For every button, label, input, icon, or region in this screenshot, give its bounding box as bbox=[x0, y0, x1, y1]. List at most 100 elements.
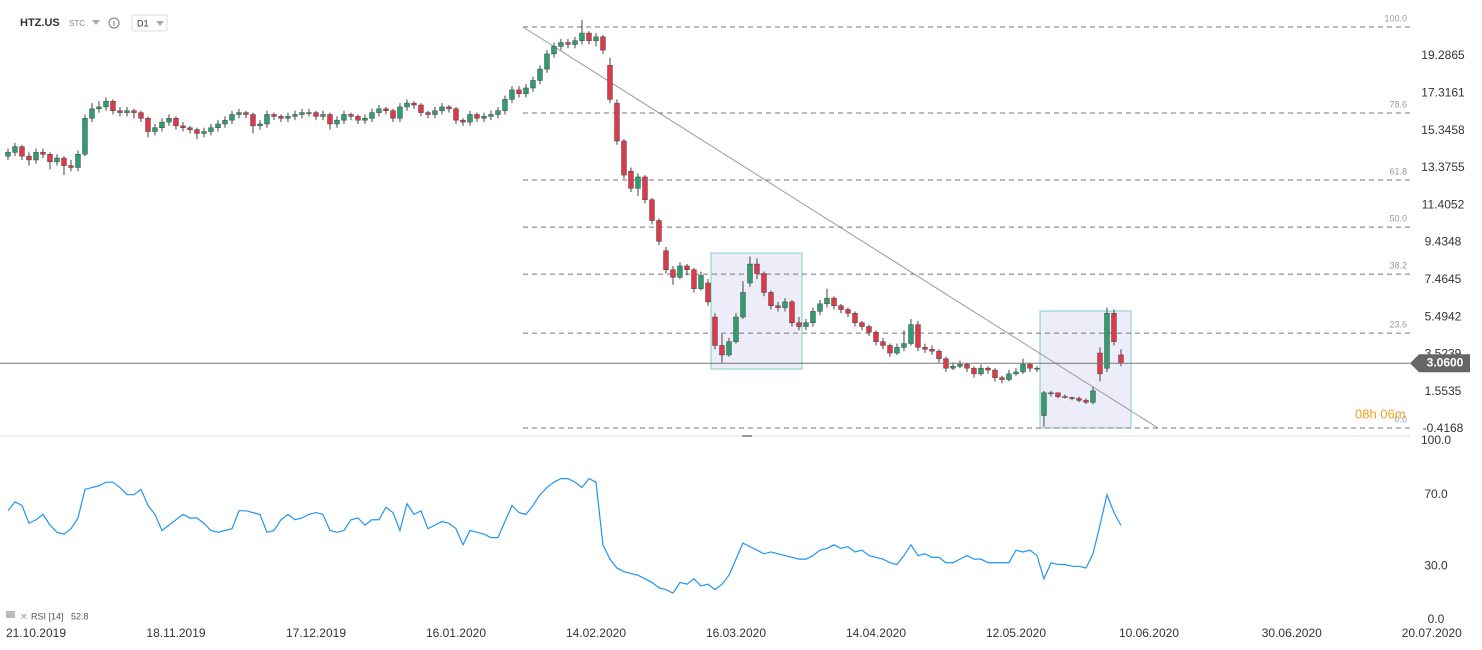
x-tick-label: 16.03.2020 bbox=[706, 626, 766, 640]
candle-body bbox=[502, 99, 508, 111]
candle-body bbox=[1069, 397, 1075, 399]
candle-body bbox=[1090, 390, 1096, 403]
candle-body bbox=[166, 118, 172, 123]
candle-body bbox=[243, 112, 249, 115]
candle-body bbox=[89, 108, 95, 119]
candle-body bbox=[446, 106, 452, 110]
interval-select[interactable] bbox=[131, 14, 168, 32]
candle-body bbox=[880, 341, 886, 346]
candle-body bbox=[964, 364, 970, 369]
candle-body bbox=[1055, 392, 1061, 397]
candle-body bbox=[873, 331, 879, 342]
candle-body bbox=[180, 125, 186, 129]
x-tick-label: 21.10.2019 bbox=[6, 626, 66, 640]
fib-label: 38.2 bbox=[1389, 260, 1407, 270]
candle-body bbox=[908, 324, 914, 344]
candle-body bbox=[1104, 313, 1110, 369]
y-tick-label: 9.4348 bbox=[1425, 235, 1462, 249]
candle-body bbox=[145, 118, 151, 132]
y-tick-label: 15.3458 bbox=[1421, 123, 1465, 137]
x-tick-label: 30.06.2020 bbox=[1262, 626, 1322, 640]
market[interactable]: STC bbox=[69, 19, 85, 28]
candle-body bbox=[404, 102, 410, 108]
candle-body bbox=[733, 316, 739, 342]
candle-body bbox=[1034, 367, 1040, 370]
candle-body bbox=[96, 106, 102, 110]
interval-dropdown[interactable] bbox=[156, 21, 164, 26]
candle-body bbox=[1006, 373, 1012, 380]
candle-body bbox=[740, 292, 746, 318]
candle-body bbox=[635, 176, 641, 189]
candle-body bbox=[1111, 313, 1117, 342]
countdown-timer: 08h 06m bbox=[1355, 406, 1406, 421]
candle-body bbox=[481, 116, 487, 119]
candle-body bbox=[278, 116, 284, 119]
candle-body bbox=[19, 146, 25, 157]
candle-body bbox=[530, 80, 536, 89]
candle-body bbox=[677, 265, 683, 278]
fib-label: 78.6 bbox=[1389, 99, 1407, 109]
rsi-line bbox=[7, 477, 1122, 594]
candle-body bbox=[684, 265, 690, 270]
candle-body bbox=[334, 119, 340, 125]
candle-body bbox=[460, 119, 466, 123]
candle-body bbox=[894, 347, 900, 354]
candle-body bbox=[327, 114, 333, 125]
market-dropdown[interactable] bbox=[92, 20, 100, 25]
candle-body bbox=[523, 87, 529, 94]
candle-body bbox=[1048, 392, 1054, 395]
candle-body bbox=[26, 155, 32, 161]
candle-body bbox=[845, 309, 851, 314]
candle-body bbox=[1083, 400, 1089, 403]
candle-body bbox=[859, 322, 865, 327]
highlight-box bbox=[1039, 310, 1132, 429]
candle-body bbox=[957, 364, 963, 367]
candle-body bbox=[376, 108, 382, 113]
candle-body bbox=[614, 102, 620, 142]
y-tick-label: 11.4052 bbox=[1422, 197, 1465, 211]
last-price-label: 3.0600 bbox=[1427, 355, 1464, 369]
candle-body bbox=[201, 131, 207, 134]
candle-body bbox=[285, 116, 291, 119]
candle-body bbox=[68, 165, 74, 168]
x-tick-label: 20.07.2020 bbox=[1402, 626, 1462, 640]
candle-body bbox=[817, 303, 823, 312]
candle-body bbox=[390, 110, 396, 119]
candle-body bbox=[747, 263, 753, 284]
candle-body bbox=[159, 121, 165, 129]
candle-body bbox=[698, 275, 704, 289]
x-tick-label: 10.06.2020 bbox=[1119, 626, 1179, 640]
candle-body bbox=[341, 114, 347, 121]
candle-body bbox=[1118, 354, 1124, 364]
candle-body bbox=[971, 367, 977, 375]
close-icon[interactable]: ✕ bbox=[20, 611, 28, 621]
candle-body bbox=[1027, 364, 1033, 369]
candle-body bbox=[75, 154, 81, 168]
candle-body bbox=[411, 102, 417, 106]
info-icon[interactable] bbox=[108, 17, 120, 29]
candle-body bbox=[887, 345, 893, 354]
candle-body bbox=[978, 367, 984, 375]
y-tick-label: 7.4645 bbox=[1425, 272, 1462, 286]
indicator-icon[interactable] bbox=[6, 611, 15, 618]
candle-body bbox=[131, 110, 137, 113]
y-tick-label: 19.2865 bbox=[1421, 48, 1465, 62]
candle-body bbox=[663, 250, 669, 270]
candle-body bbox=[586, 32, 592, 41]
candle-body bbox=[551, 46, 557, 55]
candle-body bbox=[999, 377, 1005, 380]
x-tick-label: 14.04.2020 bbox=[846, 626, 906, 640]
candle-body bbox=[54, 157, 60, 163]
candle-body bbox=[222, 119, 228, 125]
candle-body bbox=[299, 112, 305, 115]
candle-body bbox=[82, 118, 88, 155]
candle-body bbox=[173, 118, 179, 127]
candle-body bbox=[537, 68, 543, 81]
candle-body bbox=[425, 112, 431, 115]
candle-body bbox=[320, 114, 326, 117]
candle-body bbox=[579, 32, 585, 41]
rsi-tick-label: 70.0 bbox=[1424, 487, 1448, 501]
candle-body bbox=[250, 114, 256, 127]
candle-body bbox=[803, 322, 809, 327]
